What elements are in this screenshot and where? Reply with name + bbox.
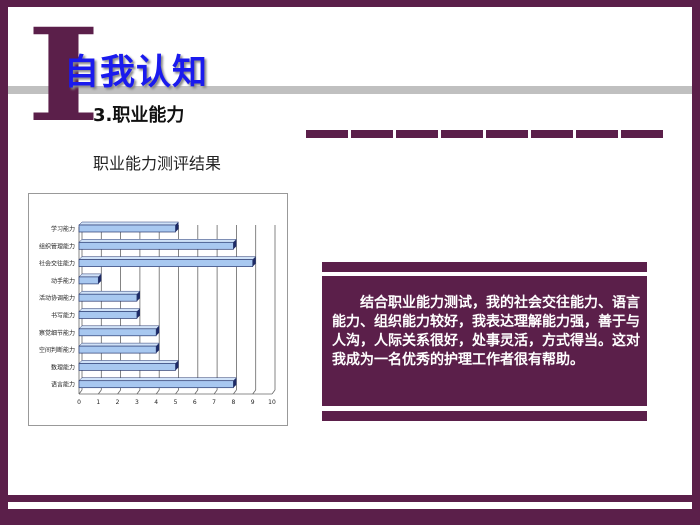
bar-top [78, 377, 238, 381]
y-category-label: 察觉细节能力 [39, 329, 75, 337]
frame-top [0, 0, 700, 7]
bar [78, 241, 234, 250]
x-tick-label: 1 [96, 399, 100, 406]
textbox-top-stripe [322, 262, 647, 272]
dash [441, 130, 483, 138]
x-tick-label: 9 [251, 399, 255, 406]
textbox-bottom-stripe [322, 411, 647, 421]
chart-frame: 0 1 2 3 4 5 6 7 8 9 10 学习能力组织管理能力 社会交往能力动手能力活动协调能力书写… [28, 193, 288, 426]
gridline-foot [252, 389, 257, 395]
bar-top [78, 308, 141, 312]
bar [78, 276, 99, 285]
frame-bottom-1 [0, 495, 700, 502]
gridline-foot [271, 389, 276, 395]
gridline-foot [233, 389, 237, 395]
summary-text: 结合职业能力测试，我的社会交往能力、语言能力、组织能力较好，我表达理解能力强，善… [332, 295, 640, 368]
bar-top [78, 273, 102, 278]
gridline-foot [194, 389, 199, 395]
x-tick-label: 2 [116, 399, 120, 406]
bar [78, 363, 176, 371]
gridline-foot [175, 389, 179, 395]
x-tick-label: 10 [268, 399, 276, 406]
y-category-label: 社会交往能力 [39, 260, 75, 268]
gridline-foot [136, 389, 141, 395]
y-category-label: 活动协调能力 [39, 294, 75, 302]
gridline-foot [155, 389, 160, 395]
x-tick-label: 5 [174, 399, 178, 406]
bar [78, 380, 234, 389]
x-tick-label: 8 [231, 399, 235, 406]
bar-top [78, 256, 257, 260]
dash [306, 130, 348, 138]
x-tick-label: 4 [154, 399, 158, 406]
bar [78, 293, 138, 302]
decorative-letter: I [26, 1, 101, 151]
y-category-label: 空间判断能力 [39, 346, 75, 354]
dash [621, 130, 663, 138]
dash [351, 130, 393, 138]
gridline-foot [117, 389, 121, 395]
bar-top [78, 360, 180, 364]
bar-chart: 0 1 2 3 4 5 6 7 8 9 10 学习能力组织管理能力社会交往能力动手能力活动协调能力书写… [39, 221, 276, 406]
section-heading: 3.职业能力 [93, 105, 185, 126]
bar [78, 224, 176, 233]
bar [78, 259, 254, 267]
bar [78, 328, 157, 337]
bar-top [78, 221, 180, 226]
dash [396, 130, 438, 138]
bar-top [78, 325, 160, 330]
page-title: 自我认知 [64, 53, 209, 93]
x-tick-label: 3 [135, 399, 139, 406]
gridline-foot [78, 389, 83, 395]
y-category-label: 动手能力 [51, 277, 75, 285]
bar-top [78, 290, 141, 295]
bar-top [78, 342, 160, 347]
x-tick-label: 0 [77, 399, 81, 406]
y-category-label: 书写能力 [51, 312, 75, 320]
dash [576, 130, 618, 138]
bar [78, 345, 157, 354]
gridline-foot [213, 389, 218, 395]
frame-bottom-2 [0, 509, 700, 525]
gridline-foot [97, 389, 102, 395]
y-category-label: 语言能力 [51, 381, 75, 389]
bar-top [78, 239, 238, 243]
x-tick-label: 7 [212, 399, 216, 406]
bar [78, 311, 138, 319]
summary-box [322, 276, 647, 406]
chart-caption: 职业能力测评结果 [93, 154, 222, 173]
y-category-label: 数理能力 [51, 363, 75, 371]
dash [531, 130, 573, 138]
x-tick-label: 6 [193, 399, 197, 406]
y-category-label: 学习能力 [51, 225, 75, 233]
dash [486, 130, 528, 138]
frame-left [0, 0, 8, 525]
frame-right [692, 0, 700, 525]
y-category-label: 组织管理能力 [39, 242, 75, 250]
gray-divider [8, 86, 692, 94]
